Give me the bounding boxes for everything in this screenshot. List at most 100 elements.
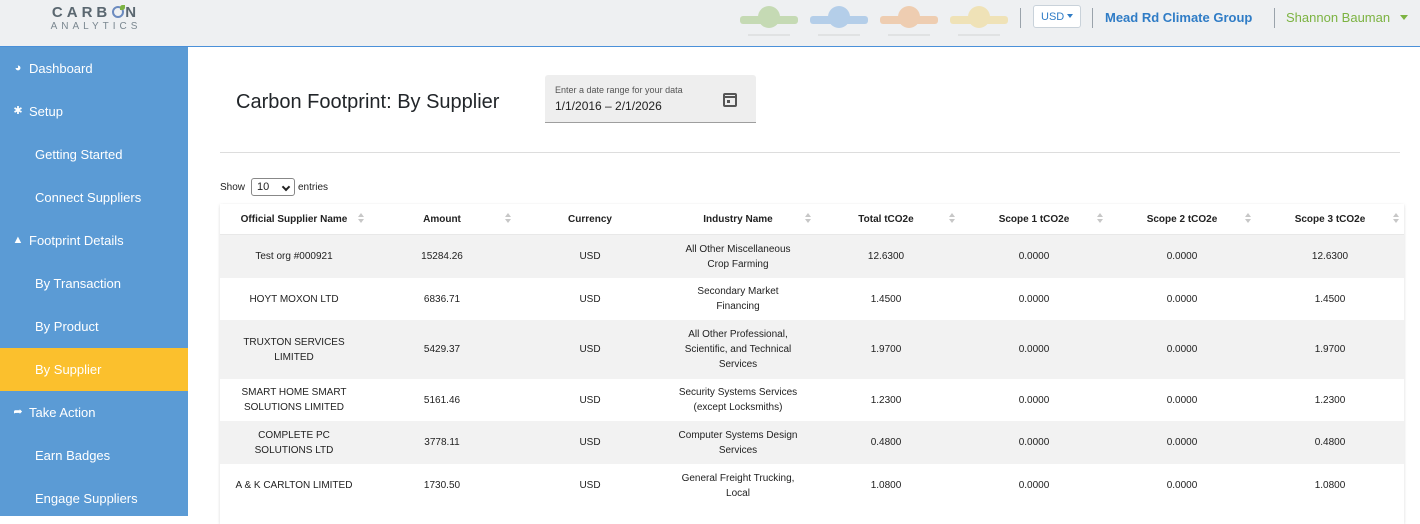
sidebar-item-engage-suppliers[interactable]: Engage Suppliers	[0, 477, 188, 520]
calendar-icon[interactable]	[723, 93, 737, 107]
column-header[interactable]: Amount	[423, 214, 461, 225]
gear-icon: ✱	[13, 105, 23, 117]
table-cell: 1.0800	[870, 480, 902, 491]
table-cell: 1.0800	[1314, 480, 1346, 491]
table-cell: 0.0000	[1166, 480, 1198, 491]
table-cell-line: Services	[718, 359, 758, 370]
table-cell-line: LIMITED	[274, 351, 314, 363]
caret-down-icon	[1067, 14, 1074, 18]
table-cell: USD	[579, 293, 601, 305]
date-range-picker[interactable]: Enter a date range for your data 1/1/201…	[545, 75, 756, 123]
table-cell: 0.4800	[870, 437, 902, 448]
sidebar-item-by-product[interactable]: By Product	[0, 305, 188, 348]
entries-select[interactable]: 10	[251, 178, 295, 196]
sidebar-item-label: Setup	[29, 104, 63, 119]
entries-select-value: 10	[257, 181, 270, 193]
column-header[interactable]: Scope 1 tCO2e	[998, 214, 1070, 225]
table-cell-line: Local	[726, 487, 750, 499]
sort-icon[interactable]	[358, 213, 364, 225]
table-cell: 1.4500	[1314, 293, 1346, 305]
table-cell: 1.4500	[870, 293, 902, 305]
table-row: A & K CARLTON LIMITED 1730.50 USD General F…	[220, 464, 1404, 507]
column-header[interactable]: Official Supplier Name	[240, 214, 348, 225]
sort-icon[interactable]	[949, 213, 955, 225]
table-cell-line: HOYT MOXON LTD	[249, 293, 339, 305]
sidebar-item-label: Connect Suppliers	[35, 190, 142, 205]
dashboard-icon: ◕	[14, 62, 22, 74]
sidebar-item-getting-started[interactable]: Getting Started	[0, 133, 188, 176]
sidebar-item-take-action[interactable]: ➦ Take Action	[0, 391, 188, 434]
table-cell: 0.0000	[1018, 480, 1050, 491]
table-cell: USD	[579, 251, 601, 262]
table-cell: 1.2300	[1314, 394, 1346, 406]
column-header[interactable]: Industry Name	[703, 214, 773, 225]
share-icon: ➦	[13, 406, 23, 418]
sidebar-item-label: Footprint Details	[29, 233, 124, 248]
sidebar-item-connect-suppliers[interactable]: Connect Suppliers	[0, 176, 188, 219]
table-cell-line: SOLUTIONS LIMITED	[243, 402, 344, 413]
column-header[interactable]: Scope 3 tCO2e	[1294, 214, 1366, 225]
sidebar-item-label: By Supplier	[35, 362, 102, 377]
top-header: CARB N ANALYTICS USD Mead Rd Climate Grou…	[0, 0, 1420, 47]
table-cell: HOYT MOXON LTD	[220, 292, 368, 307]
column-header[interactable]: Total tCO2e	[858, 214, 914, 225]
table-cell: Computer Systems Design Services	[663, 428, 813, 458]
sidebar-item-label: Take Action	[29, 405, 96, 420]
header-divider	[1092, 8, 1093, 28]
sort-icon[interactable]	[1097, 213, 1103, 225]
table-cell: All Other Miscellaneous Crop Farming	[663, 242, 813, 272]
user-menu[interactable]: Shannon Bauman	[1286, 10, 1391, 25]
sidebar-item-by-supplier[interactable]: By Supplier	[0, 348, 188, 391]
table-cell-line: (except Locksmiths)	[693, 402, 783, 413]
column-header[interactable]: Currency	[568, 214, 612, 225]
sort-icon[interactable]	[805, 213, 811, 225]
sort-icon[interactable]	[505, 213, 511, 225]
organization-link[interactable]: Mead Rd Climate Group	[1105, 10, 1253, 25]
text-badge-icon[interactable]	[880, 2, 938, 38]
table-cell: All Other Professional, Scientific, and T…	[663, 327, 813, 372]
table-cell: SMART HOME SMART SOLUTIONS LIMITED	[220, 385, 368, 415]
table-cell-line: Crop Farming	[707, 258, 769, 270]
table-cell: Test org #000921	[220, 249, 368, 264]
sidebar-item-footprint-details[interactable]: ▲ Footprint Details	[0, 219, 188, 262]
date-range-input[interactable]: 1/1/2016 – 2/1/2026	[555, 99, 662, 113]
table-cell: 0.0000	[1018, 251, 1050, 262]
table-cell: Secondary Market Financing	[663, 284, 813, 314]
table-cell-line: Test org #000921	[255, 251, 333, 262]
table-cell-line: Services	[718, 444, 758, 456]
sidebar-item-dashboard[interactable]: ◕ Dashboard	[0, 47, 188, 90]
megaphone-badge-icon[interactable]	[950, 2, 1008, 38]
search-badge-icon[interactable]	[740, 2, 798, 38]
carbon-analytics-logo[interactable]: CARB N ANALYTICS	[46, 5, 146, 33]
sidebar-item-label: By Transaction	[35, 276, 121, 291]
table-cell: A & K CARLTON LIMITED	[220, 478, 368, 493]
caret-down-icon[interactable]	[1400, 15, 1408, 20]
table-row: SMART HOME SMART SOLUTIONS LIMITED 5161.46…	[220, 379, 1404, 421]
page-title: Carbon Footprint: By Supplier	[236, 91, 500, 113]
table-cell: 0.0000	[1018, 394, 1050, 406]
sidebar-item-setup[interactable]: ✱ Setup	[0, 90, 188, 133]
sidebar-item-by-transaction[interactable]: By Transaction	[0, 262, 188, 305]
entries-label: entries	[298, 182, 329, 193]
target-badge-icon[interactable]	[810, 2, 868, 38]
table-cell: 12.6300	[867, 251, 905, 262]
currency-dropdown[interactable]: USD	[1033, 5, 1081, 28]
supplier-table: Official Supplier Name Amount Currency Indu…	[220, 204, 1404, 524]
table-cell: COMPLETE PC SOLUTIONS LTD	[220, 428, 368, 458]
table-cell: USD	[579, 344, 601, 355]
table-cell-line: A & K CARLTON LIMITED	[235, 480, 353, 491]
table-row: COMPLETE PC SOLUTIONS LTD 3778.11 USD Comput…	[220, 421, 1404, 464]
sort-icon[interactable]	[1245, 213, 1251, 225]
table-cell: 1.9700	[870, 344, 902, 355]
table-cell-line: Computer Systems Design	[678, 429, 798, 441]
column-header[interactable]: Scope 2 tCO2e	[1146, 214, 1218, 225]
badge-strip	[738, 0, 1008, 46]
show-label: Show	[220, 182, 246, 193]
table-cell-line: SOLUTIONS LTD	[254, 444, 334, 456]
table-cell: Security Systems Services (except Locksmi…	[663, 385, 813, 415]
table-cell: 5161.46	[423, 394, 461, 406]
chevron-down-icon	[281, 182, 291, 192]
table-cell: 12.6300	[1311, 251, 1349, 262]
sidebar-item-earn-badges[interactable]: Earn Badges	[0, 434, 188, 477]
sort-icon[interactable]	[1393, 213, 1399, 225]
